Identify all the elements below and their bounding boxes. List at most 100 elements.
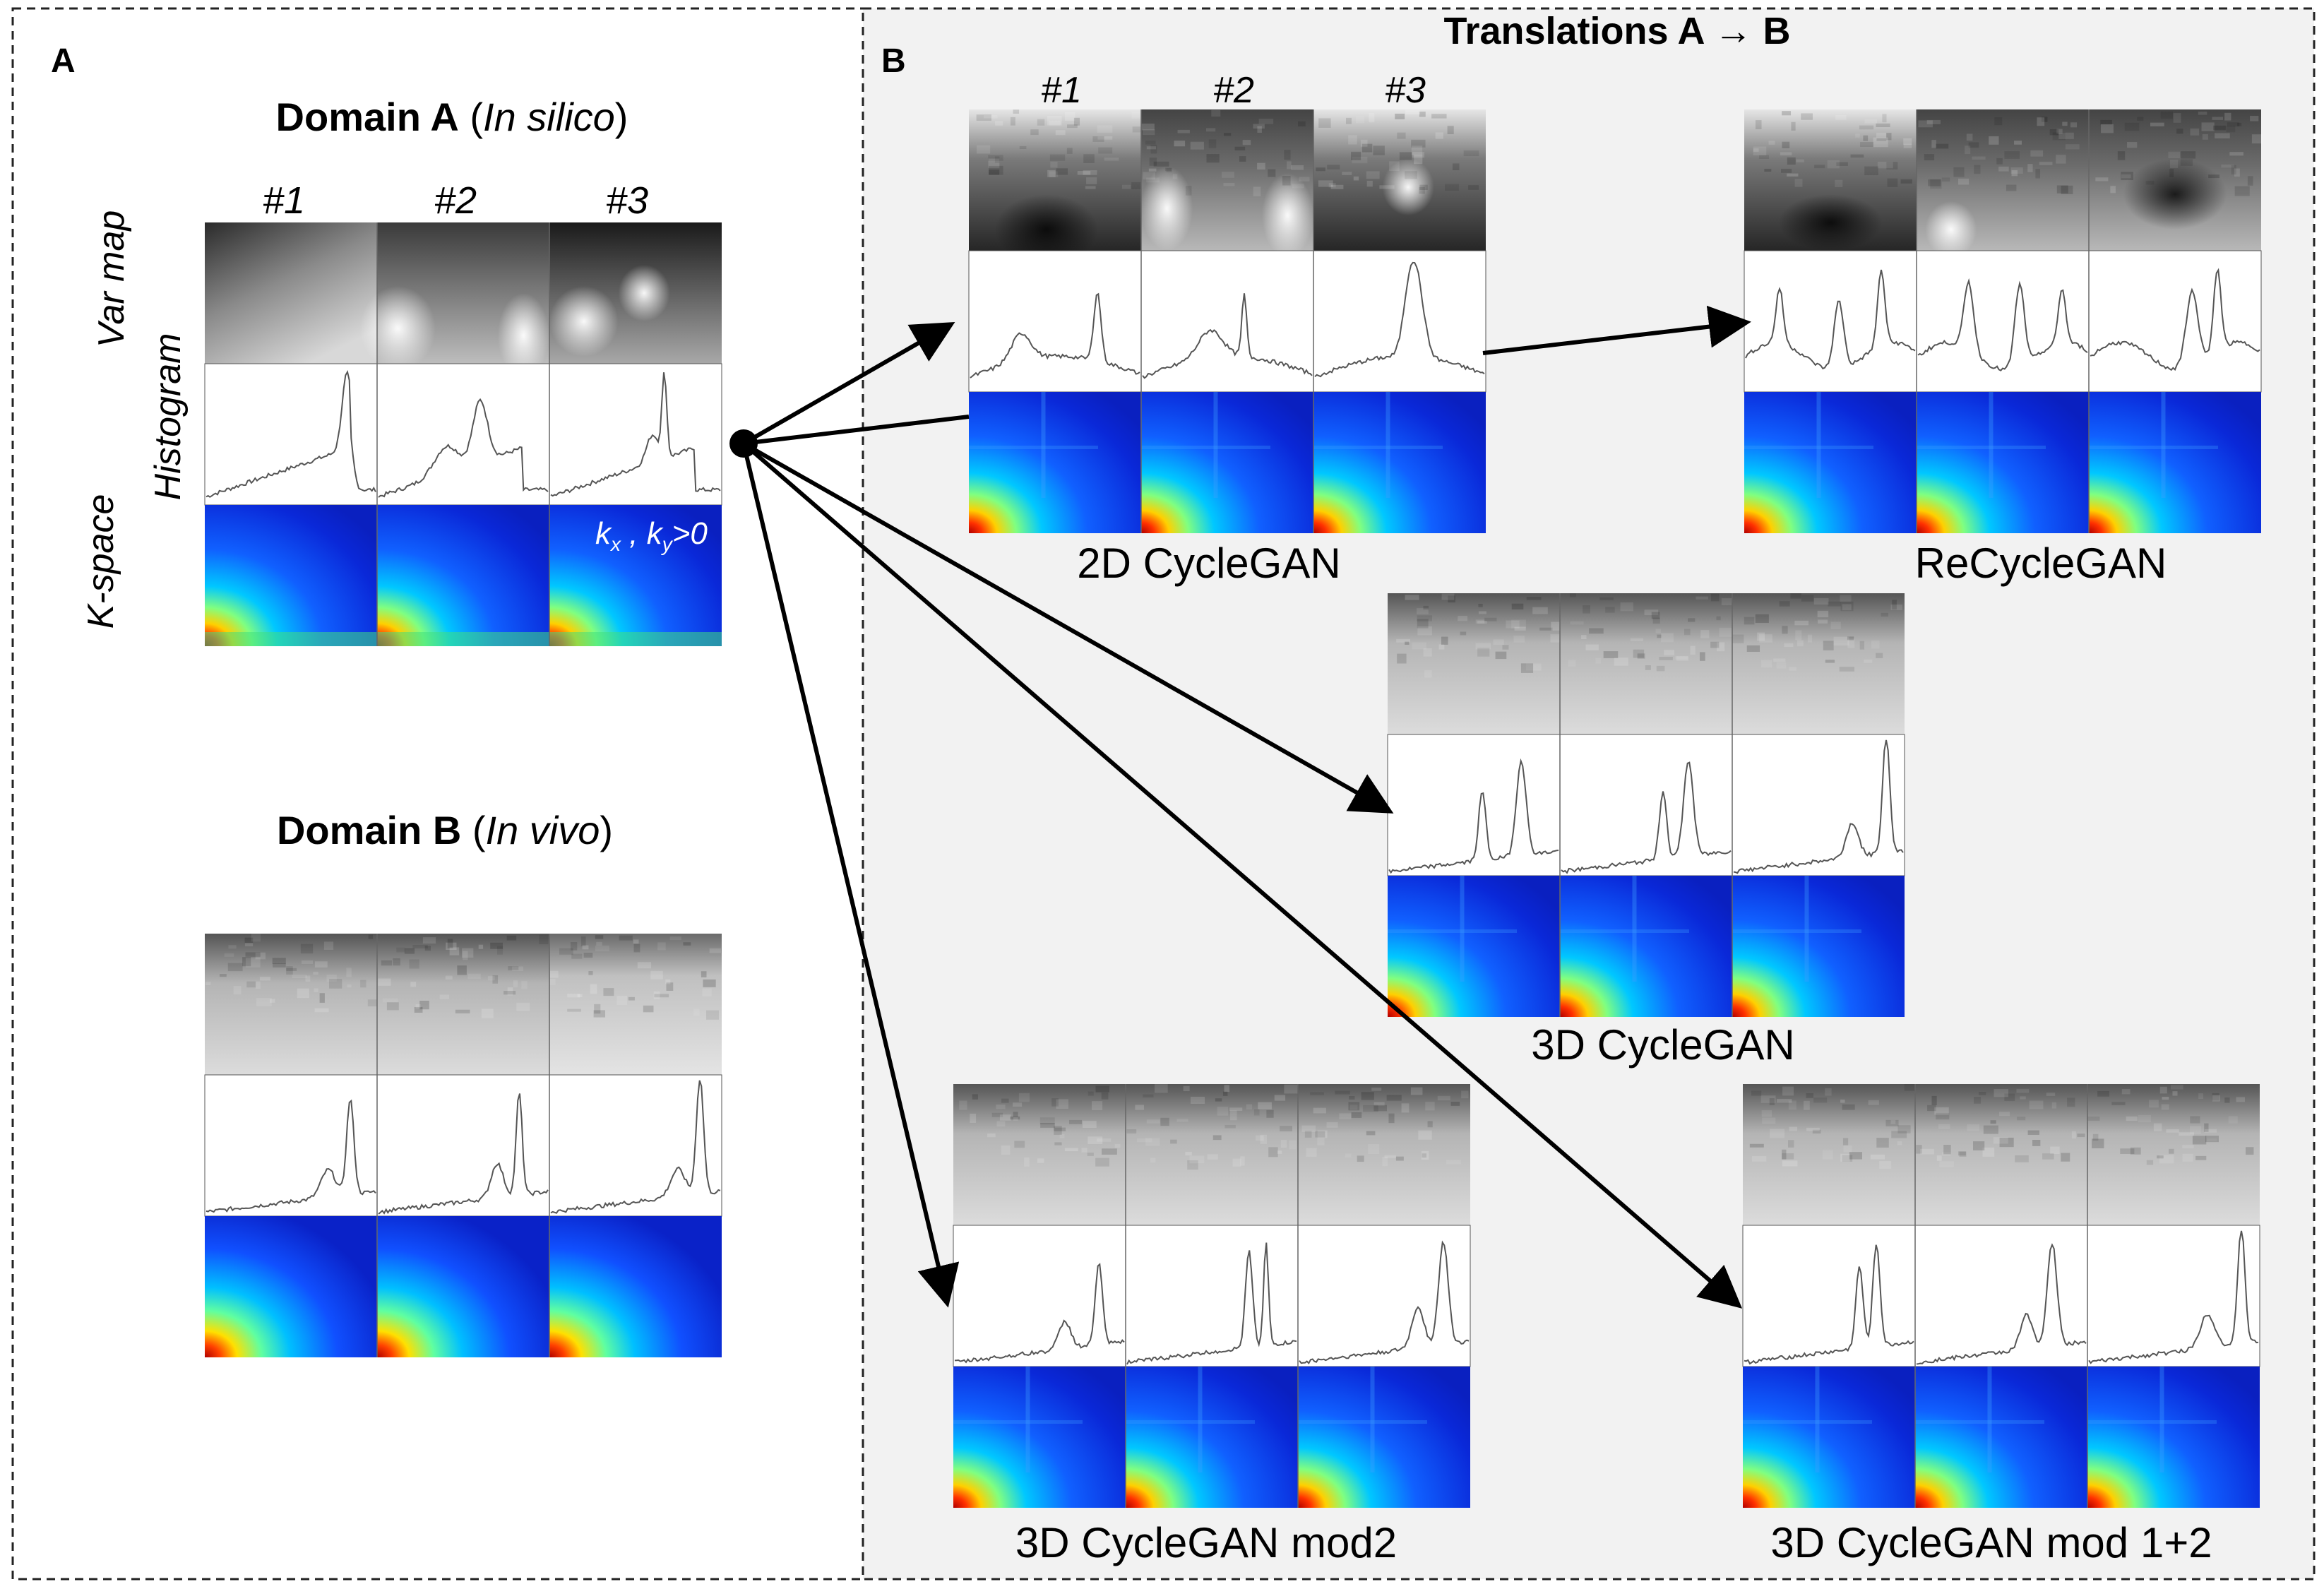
var-map-image [953,1084,1126,1225]
kspace-map [1917,392,2089,533]
kspace-note-cond: >0 [672,516,708,551]
histogram-plot [549,363,722,506]
histogram-plot [1742,1225,1916,1367]
panel-b-letter: B [881,42,906,80]
histogram-plot [1125,1225,1299,1367]
histogram-plot [953,1225,1126,1367]
cyclegan-3d-grid [1387,593,1905,1017]
kspace-map [377,505,549,646]
line-to-cyclegan-2d-kspace [743,415,970,446]
arrow-to-cyclegan-3d-mod12 [742,441,1743,1309]
kspace-map [1313,392,1486,533]
cyclegan-2d-grid [968,109,1486,533]
kspace-map [1560,876,1732,1017]
var-map-image [377,934,549,1075]
var-map-image [205,934,381,1075]
histogram-plot [1297,1225,1471,1367]
row-label-varmap: Var map [91,210,132,348]
recyclegan-grid [1744,109,2263,533]
domain-b-grid [204,934,722,1357]
col-header-3: #3 [606,179,648,222]
kspace-map [1743,1367,1915,1508]
histogram-plot [968,250,1142,393]
histogram-plot [204,1074,378,1217]
var-map-image [549,934,722,1075]
domain-b-bold: Domain B [277,808,461,852]
model-captions: 2D CycleGAN ReCycleGAN 3D CycleGAN 3D Cy… [1015,540,2212,1566]
histogram-plot [2087,1225,2260,1367]
var-map-image [969,109,1145,265]
var-map-image [1732,593,1905,734]
var-map-image [1560,593,1737,734]
domain-a-heading: Domain A (In silico) [276,95,628,139]
histogram-plot [1744,250,1917,393]
histogram-plot [376,1074,550,1217]
histogram-plot [204,363,378,506]
kspace-note-k2: k [647,516,664,551]
col-header-2: #2 [434,179,477,222]
var-map-image [549,222,722,364]
histogram-plot [549,1074,722,1217]
domain-a-open: ( [459,95,484,139]
b-col-header-1: #1 [1041,70,1082,111]
kspace-map [969,392,1141,533]
row-label-kspace: K-space [81,494,121,629]
kspace-map [549,1216,722,1357]
histogram-plot [1914,1225,2088,1367]
kspace-map [1732,876,1905,1017]
kspace-map [953,1367,1126,1508]
var-map-image [1388,593,1565,734]
cyclegan-3d-mod2-grid [953,1084,1471,1508]
kspace-note: kx , ky>0 [595,516,708,555]
var-map-image [2087,1084,2260,1225]
kspace-note-k1: k [595,516,612,551]
kspace-map [1744,392,1917,533]
cyclegan-3d-mod12-grid [1742,1084,2260,1508]
histogram-plot [1313,250,1486,393]
histogram-plot [2088,250,2262,393]
var-map-image [1313,109,1486,251]
domain-a-grid [204,222,722,646]
var-map-image [1141,109,1313,258]
histogram-plot [1732,734,1905,876]
b-col-header-3: #3 [1385,70,1426,111]
domain-b-italic: In vivo [486,808,600,852]
domain-b-close: ) [600,808,613,852]
kspace-map [1915,1367,2087,1508]
histogram-plot [1559,734,1733,876]
caption-cyclegan-3d: 3D CycleGAN [1531,1021,1794,1069]
kspace-map [2087,1367,2260,1508]
kspace-map [2089,392,2261,533]
kspace-map [377,1216,549,1357]
var-map-image [359,222,550,378]
arrow-to-cyclegan-2d [742,322,955,446]
var-map-image [2089,109,2263,251]
kspace-note-sep: , [621,516,647,551]
panel-a-column-headers: #1 #2 #3 [263,179,648,222]
domain-a-bold: Domain A [276,95,459,139]
kspace-map [205,505,377,646]
histogram-plot [1140,250,1314,393]
domain-a-italic: In silico [483,95,615,139]
col-header-1: #1 [263,179,305,222]
panel-b-column-headers: #1 #2 #3 [1041,70,1426,111]
panel-a-row-labels: Var map Histogram K-space [81,210,189,629]
kspace-map [205,1216,377,1357]
kspace-map [1298,1367,1470,1508]
panel-b-title: Translations A → B [1443,10,1790,52]
caption-recyclegan: ReCycleGAN [1915,540,2167,587]
histogram-plot [1387,734,1561,876]
var-map-image [1917,109,2089,258]
histogram-plot [376,363,550,506]
translation-arrows [729,305,1751,1309]
var-map-image [1743,1084,1919,1225]
domain-b-open: ( [461,808,486,852]
var-map-image [1298,1084,1470,1225]
arrow-to-recyclegan [1482,305,1751,355]
caption-cyclegan-3d-mod2: 3D CycleGAN mod2 [1015,1519,1397,1566]
arrow-to-cyclegan-3d-mod2 [741,443,960,1308]
histogram-plot [1916,250,2090,393]
kspace-map [1388,876,1560,1017]
var-map-image [205,222,377,364]
row-label-histogram: Histogram [148,333,189,501]
